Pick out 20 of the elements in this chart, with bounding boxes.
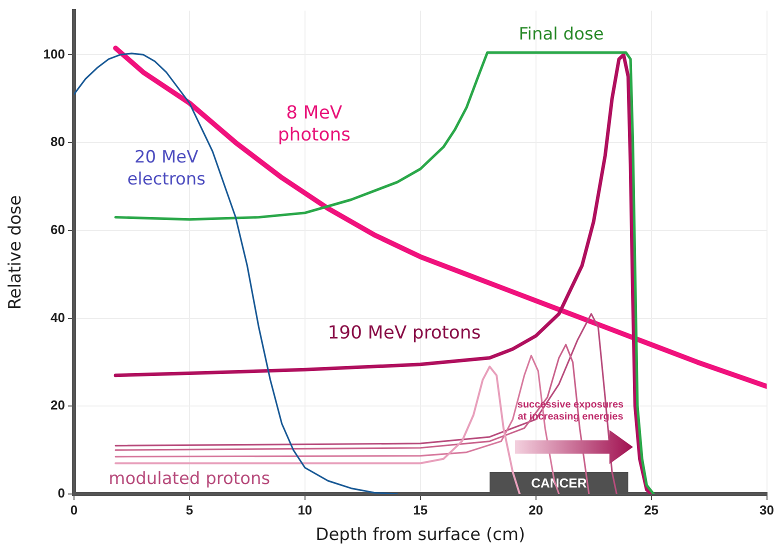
y-tick-label: 60 — [50, 222, 65, 238]
series-label: 8 MeV photons — [278, 102, 351, 146]
y-tick-label: 80 — [50, 134, 65, 150]
x-tick-label: 10 — [298, 502, 312, 518]
y-tick-label: 0 — [58, 486, 65, 501]
x-tick-label: 15 — [413, 502, 428, 518]
x-tick-label: 0 — [70, 502, 78, 518]
x-tick-label: 30 — [760, 502, 774, 518]
y-tick-label: 100 — [43, 46, 65, 62]
x-tick-label: 20 — [528, 502, 544, 518]
x-tick-label: 25 — [644, 502, 659, 518]
y-tick-label: 40 — [50, 310, 65, 325]
series-label: Final dose — [518, 24, 604, 44]
series-label: 20 MeV electrons — [127, 147, 206, 190]
series-label: modulated protons — [108, 468, 270, 489]
y-axis-title: Relative dose — [6, 195, 26, 310]
x-axis-title: Depth from surface (cm) — [316, 525, 526, 546]
series-label: 190 MeV protons — [328, 322, 481, 344]
y-tick-label: 20 — [50, 398, 65, 413]
x-tick-label: 5 — [186, 502, 194, 518]
